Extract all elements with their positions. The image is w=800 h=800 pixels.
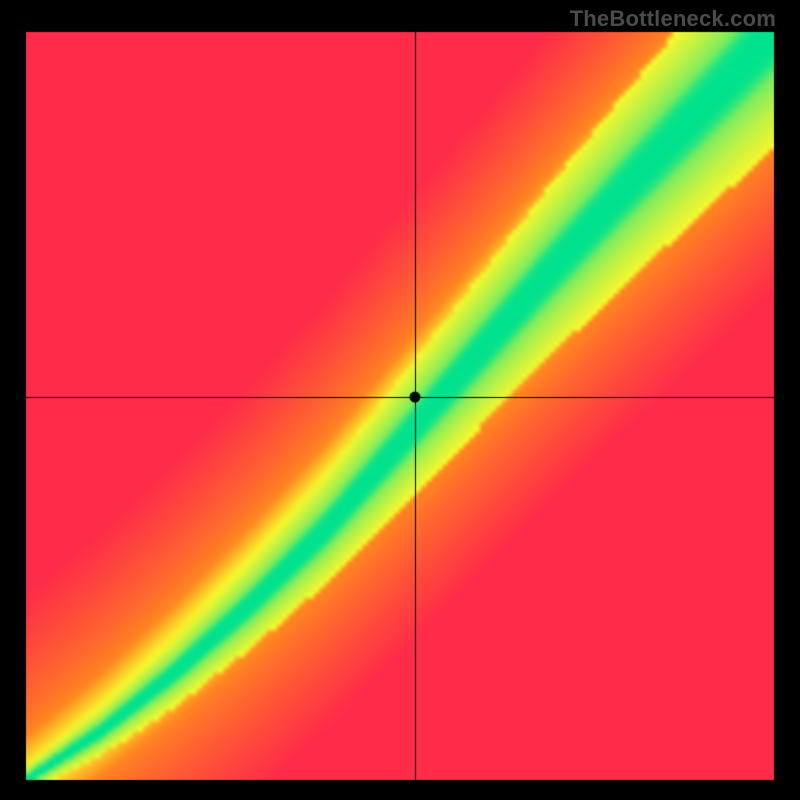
bottleneck-heatmap	[0, 0, 800, 800]
watermark-text: TheBottleneck.com	[570, 6, 776, 32]
